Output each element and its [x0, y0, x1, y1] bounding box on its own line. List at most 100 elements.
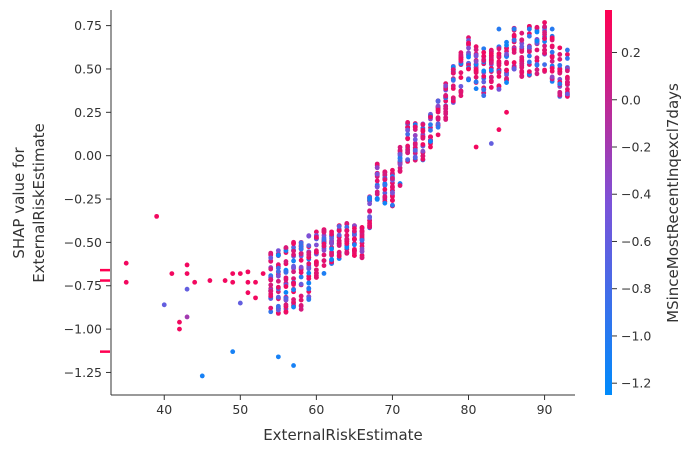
- data-point: [283, 269, 289, 275]
- data-point: [268, 282, 274, 288]
- data-point: [313, 229, 319, 235]
- data-point: [184, 286, 190, 292]
- data-point: [557, 62, 563, 68]
- y-tick-label: −1.00: [64, 322, 102, 337]
- data-point: [466, 45, 471, 51]
- data-point: [534, 38, 540, 44]
- y-tick-label: 0.00: [74, 148, 102, 163]
- data-point: [488, 79, 494, 85]
- y-tick-label: −0.75: [64, 278, 102, 293]
- data-point: [275, 310, 281, 316]
- data-point: [412, 133, 418, 138]
- data-point: [230, 279, 236, 285]
- data-point: [329, 257, 334, 262]
- data-point: [344, 221, 350, 226]
- colorbar-tick-label: −1.2: [621, 376, 651, 391]
- data-point: [488, 51, 494, 57]
- data-point: [245, 279, 251, 285]
- data-point: [291, 269, 296, 275]
- data-point: [534, 71, 540, 77]
- data-point: [268, 309, 274, 315]
- data-point: [268, 258, 274, 264]
- data-point: [329, 235, 334, 241]
- data-point: [435, 121, 441, 127]
- data-point: [298, 246, 304, 252]
- data-point: [283, 302, 289, 308]
- data-point: [481, 68, 487, 74]
- data-point: [268, 305, 274, 311]
- data-point: [329, 241, 334, 246]
- data-point: [450, 77, 456, 83]
- data-point: [306, 233, 312, 239]
- data-point: [542, 20, 547, 25]
- data-point: [245, 269, 251, 275]
- data-point: [420, 122, 426, 127]
- data-point: [496, 62, 502, 68]
- data-point: [534, 29, 540, 35]
- data-point: [298, 297, 304, 303]
- data-point: [496, 73, 502, 79]
- data-point: [542, 24, 547, 30]
- data-point: [382, 177, 388, 183]
- data-point: [313, 234, 319, 240]
- data-point: [306, 243, 312, 248]
- colorbar: [605, 10, 612, 395]
- data-point: [352, 242, 357, 248]
- data-point: [329, 252, 334, 258]
- data-point: [390, 190, 395, 196]
- data-point: [306, 280, 312, 286]
- data-point: [336, 228, 342, 233]
- data-point: [526, 26, 532, 32]
- data-point: [458, 75, 464, 80]
- data-point: [374, 171, 380, 177]
- data-point: [291, 287, 296, 293]
- x-tick-label: 40: [156, 402, 172, 417]
- data-point: [496, 127, 502, 133]
- data-point: [352, 252, 357, 258]
- data-point: [298, 251, 304, 257]
- data-point: [564, 52, 570, 57]
- data-point: [161, 302, 167, 308]
- data-point: [260, 271, 266, 277]
- data-point: [382, 171, 388, 177]
- data-point: [549, 35, 555, 41]
- data-point: [488, 141, 494, 146]
- data-point: [481, 58, 487, 63]
- data-point: [549, 49, 555, 55]
- data-point: [405, 143, 411, 149]
- data-point: [283, 245, 289, 250]
- data-point: [306, 276, 312, 282]
- data-point: [344, 224, 350, 230]
- data-point: [177, 326, 182, 332]
- data-point: [291, 258, 296, 264]
- x-tick-label: 80: [461, 402, 477, 417]
- data-point: [564, 68, 570, 74]
- data-point: [192, 279, 198, 285]
- data-point: [313, 274, 319, 280]
- data-point: [420, 148, 426, 154]
- data-point: [291, 252, 296, 258]
- data-point: [435, 103, 441, 109]
- data-point: [473, 52, 479, 58]
- data-point: [336, 243, 342, 248]
- data-point: [473, 74, 479, 80]
- data-point: [564, 56, 570, 61]
- data-point: [154, 213, 160, 219]
- data-point: [526, 44, 532, 50]
- data-point: [359, 237, 365, 243]
- data-point: [534, 62, 540, 68]
- data-point: [496, 70, 502, 75]
- data-point: [359, 255, 365, 260]
- data-point: [344, 232, 350, 238]
- data-point: [306, 270, 312, 276]
- data-point: [473, 47, 479, 53]
- data-point: [542, 43, 547, 49]
- data-point: [504, 68, 509, 73]
- data-point: [519, 30, 525, 36]
- data-point: [329, 231, 334, 237]
- data-point: [184, 314, 190, 320]
- data-point: [359, 234, 365, 240]
- data-point: [184, 271, 190, 277]
- data-point: [466, 66, 471, 72]
- data-point: [298, 303, 304, 308]
